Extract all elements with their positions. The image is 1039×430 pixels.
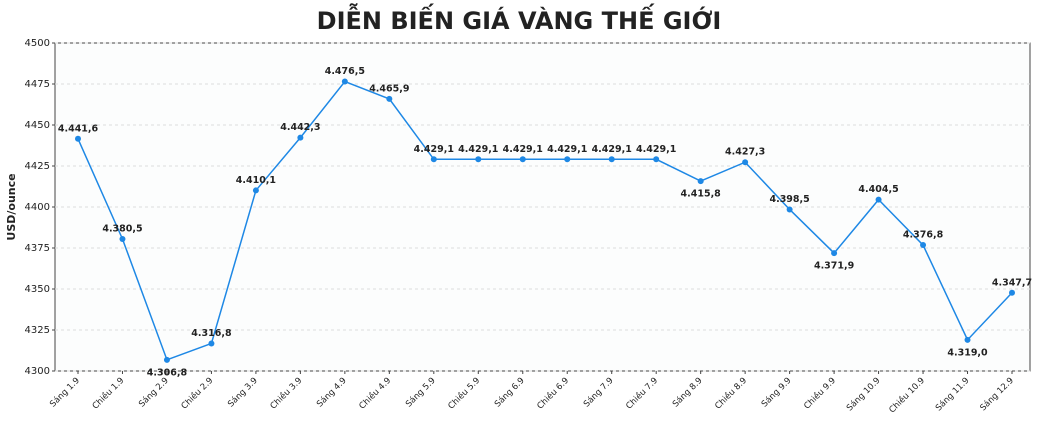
x-tick-label: Chiều 2.9 (179, 375, 215, 411)
y-tick-label: 4500 (25, 38, 50, 49)
x-tick-label: Sáng 6.9 (493, 376, 527, 410)
x-tick-label: Sáng 10.9 (845, 376, 882, 413)
data-label: 4.429,1 (503, 144, 543, 155)
data-label: 4.316,8 (191, 328, 232, 339)
point (341, 78, 348, 85)
data-label: 4.442,3 (280, 122, 320, 133)
x-tick-label: Sáng 9.9 (760, 376, 794, 410)
y-tick-label: 4350 (25, 284, 50, 295)
y-tick-label: 4425 (25, 161, 50, 172)
y-tick-label: 4450 (25, 120, 50, 131)
point (564, 156, 571, 163)
data-label: 4.319,0 (947, 347, 988, 358)
y-tick-label: 4325 (25, 325, 50, 336)
point (964, 336, 971, 343)
data-label: 4.380,5 (102, 223, 142, 234)
data-label: 4.429,1 (414, 144, 454, 155)
x-tick-label: Sáng 5.9 (404, 376, 438, 410)
x-tick-label: Chiều 4.9 (357, 375, 393, 411)
x-tick-label: Chiều 6.9 (535, 375, 571, 411)
data-label: 4.398,5 (769, 194, 809, 205)
point (608, 156, 615, 163)
x-tick-label: Sáng 2.9 (137, 376, 171, 410)
data-label: 4.441,6 (58, 123, 99, 134)
data-label: 4.427,3 (725, 147, 765, 158)
x-tick-label: Chiều 8.9 (713, 375, 749, 411)
data-label: 4.429,1 (458, 144, 498, 155)
point (475, 156, 482, 163)
x-tick-label: Sáng 11.9 (934, 376, 971, 413)
point (252, 187, 259, 194)
point (208, 340, 215, 347)
y-axis-label: USD/ounce (5, 173, 18, 240)
x-tick-label: Chiều 10.9 (887, 375, 927, 415)
x-tick-label: Chiều 1.9 (90, 375, 126, 411)
point (786, 206, 793, 213)
point (1009, 289, 1015, 296)
data-label: 4.429,1 (592, 144, 632, 155)
data-label: 4.347,7 (992, 277, 1032, 288)
point (119, 235, 126, 242)
data-label: 4.429,1 (636, 144, 676, 155)
data-label: 4.410,1 (236, 175, 276, 186)
point (697, 178, 704, 185)
point (875, 196, 882, 203)
line (77, 80, 1013, 361)
point (75, 135, 81, 142)
x-tick-label: Sáng 1.9 (48, 376, 82, 410)
x-tick-label: Sáng 4.9 (315, 376, 349, 410)
point (163, 356, 170, 363)
point (519, 156, 526, 163)
data-label: 4.376,8 (903, 230, 944, 241)
data-label: 4.404,5 (858, 184, 898, 195)
x-tick-label: Sáng 8.9 (671, 376, 705, 410)
x-tick-label: Sáng 12.9 (978, 376, 1015, 413)
data-label: 4.415,8 (681, 189, 722, 200)
point (742, 159, 749, 166)
y-tick-label: 4300 (25, 366, 50, 377)
point (430, 156, 437, 163)
y-tick-label: 4400 (25, 202, 50, 213)
data-label: 4.429,1 (547, 144, 587, 155)
data-label: 4.371,9 (814, 261, 854, 272)
point (297, 134, 304, 141)
point (831, 250, 838, 257)
point (386, 95, 393, 102)
x-tick-label: Chiều 3.9 (268, 375, 304, 411)
x-tick-label: Chiều 7.9 (624, 375, 660, 411)
y-tick-label: 4375 (25, 243, 50, 254)
point (920, 242, 927, 249)
data-label: 4.476,5 (325, 66, 365, 77)
chart-title: DIỄN BIẾN GIÁ VÀNG THẾ GIỚI (317, 2, 722, 35)
data-label: 4.465,9 (369, 83, 409, 94)
x-tick-label: Sáng 7.9 (582, 376, 616, 410)
y-tick-label: 4475 (25, 79, 50, 90)
point (653, 156, 660, 163)
x-tick-label: Chiều 9.9 (802, 375, 838, 411)
x-tick-label: Sáng 3.9 (226, 376, 260, 410)
x-tick-label: Chiều 5.9 (446, 375, 482, 411)
data-label: 4.306,8 (147, 367, 188, 378)
